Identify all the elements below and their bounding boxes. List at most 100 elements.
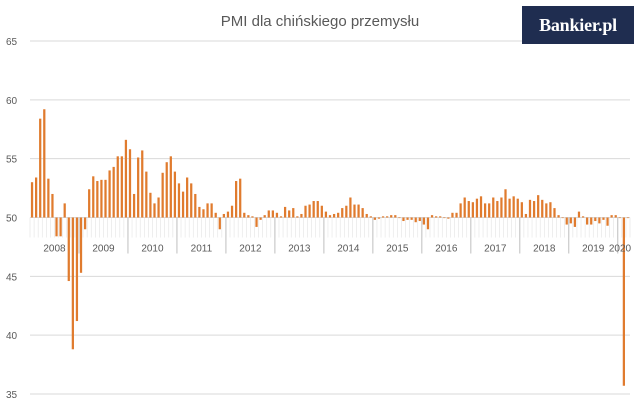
bar — [206, 203, 209, 218]
bar — [435, 216, 438, 218]
bar — [528, 199, 532, 218]
bar — [210, 203, 213, 218]
bar — [226, 211, 230, 218]
x-year-label: 2018 — [533, 244, 556, 255]
bar — [39, 118, 42, 218]
x-year-label: 2009 — [92, 244, 115, 255]
bar — [222, 213, 225, 218]
bar — [149, 192, 152, 218]
bar — [586, 217, 589, 225]
bar — [165, 162, 168, 218]
bar — [218, 217, 221, 230]
bar — [508, 198, 511, 218]
bar — [296, 216, 299, 218]
bar — [475, 198, 479, 218]
bar — [549, 202, 552, 218]
y-tick-label: 50 — [6, 214, 18, 225]
bar — [239, 178, 242, 218]
bar — [288, 210, 291, 218]
bar — [504, 189, 507, 218]
bar — [602, 217, 605, 220]
bar — [145, 171, 148, 218]
bar — [181, 191, 185, 218]
bar — [157, 197, 160, 218]
bar — [349, 197, 352, 218]
bar — [426, 217, 430, 230]
y-tick-label: 60 — [6, 96, 18, 107]
bar — [402, 217, 405, 222]
bar — [304, 205, 307, 218]
bar — [51, 193, 54, 218]
bar — [532, 201, 536, 218]
bar — [63, 203, 66, 218]
bar — [377, 217, 381, 219]
bar — [341, 208, 344, 218]
bar — [618, 217, 621, 219]
x-year-label: 2010 — [141, 244, 164, 255]
bar — [345, 205, 348, 218]
bar — [496, 201, 499, 218]
bar — [198, 206, 201, 218]
bar — [71, 217, 74, 350]
bar — [230, 205, 234, 218]
bar — [365, 213, 368, 218]
bar — [267, 210, 270, 218]
bar — [283, 206, 287, 218]
bar — [614, 215, 617, 218]
bar — [186, 177, 189, 218]
bar — [169, 156, 172, 218]
bar — [47, 178, 50, 218]
bar — [255, 217, 258, 227]
bar — [565, 217, 568, 225]
y-tick-label: 35 — [6, 390, 18, 401]
bar — [43, 109, 46, 218]
bar — [292, 208, 295, 218]
bar — [214, 212, 217, 218]
bar — [108, 170, 111, 218]
bar — [455, 212, 458, 218]
bar — [447, 217, 450, 219]
bar — [545, 203, 548, 218]
bar — [30, 182, 34, 218]
bar — [300, 213, 303, 218]
bar — [479, 196, 483, 218]
bar — [88, 189, 91, 218]
bar — [573, 217, 577, 227]
x-year-label: 2011 — [191, 244, 213, 255]
x-axis: 2008 2009 2010 2011 2012 2013 2014 2015 2016 2017… — [43, 217, 632, 255]
y-tick-label: 45 — [6, 272, 18, 283]
bar — [161, 172, 164, 218]
bar — [59, 217, 62, 237]
bar — [610, 215, 613, 218]
bar — [422, 217, 425, 225]
bar — [537, 195, 540, 218]
bar — [259, 217, 262, 220]
bar — [398, 217, 401, 219]
bar — [275, 212, 279, 218]
bar — [128, 149, 132, 218]
bar — [202, 209, 205, 218]
bar — [177, 183, 181, 218]
bar — [557, 215, 560, 218]
chart-title: PMI dla chińskiego przemysłu — [221, 13, 419, 30]
bar — [55, 217, 58, 237]
bar — [92, 176, 95, 218]
bar — [173, 171, 177, 218]
bar — [590, 217, 593, 225]
x-year-label: 2013 — [288, 244, 311, 255]
bar — [606, 217, 609, 226]
bar — [328, 215, 332, 218]
y-tick-label: 40 — [6, 331, 18, 342]
bars — [30, 109, 630, 386]
bar — [394, 215, 397, 218]
bar — [386, 216, 389, 218]
gridlines — [29, 40, 631, 395]
bar — [357, 204, 360, 218]
bar — [500, 197, 503, 218]
bar — [520, 202, 523, 218]
bar — [263, 215, 266, 218]
x-year-label: 2014 — [337, 244, 360, 255]
bar — [279, 216, 283, 218]
bar — [251, 216, 254, 218]
